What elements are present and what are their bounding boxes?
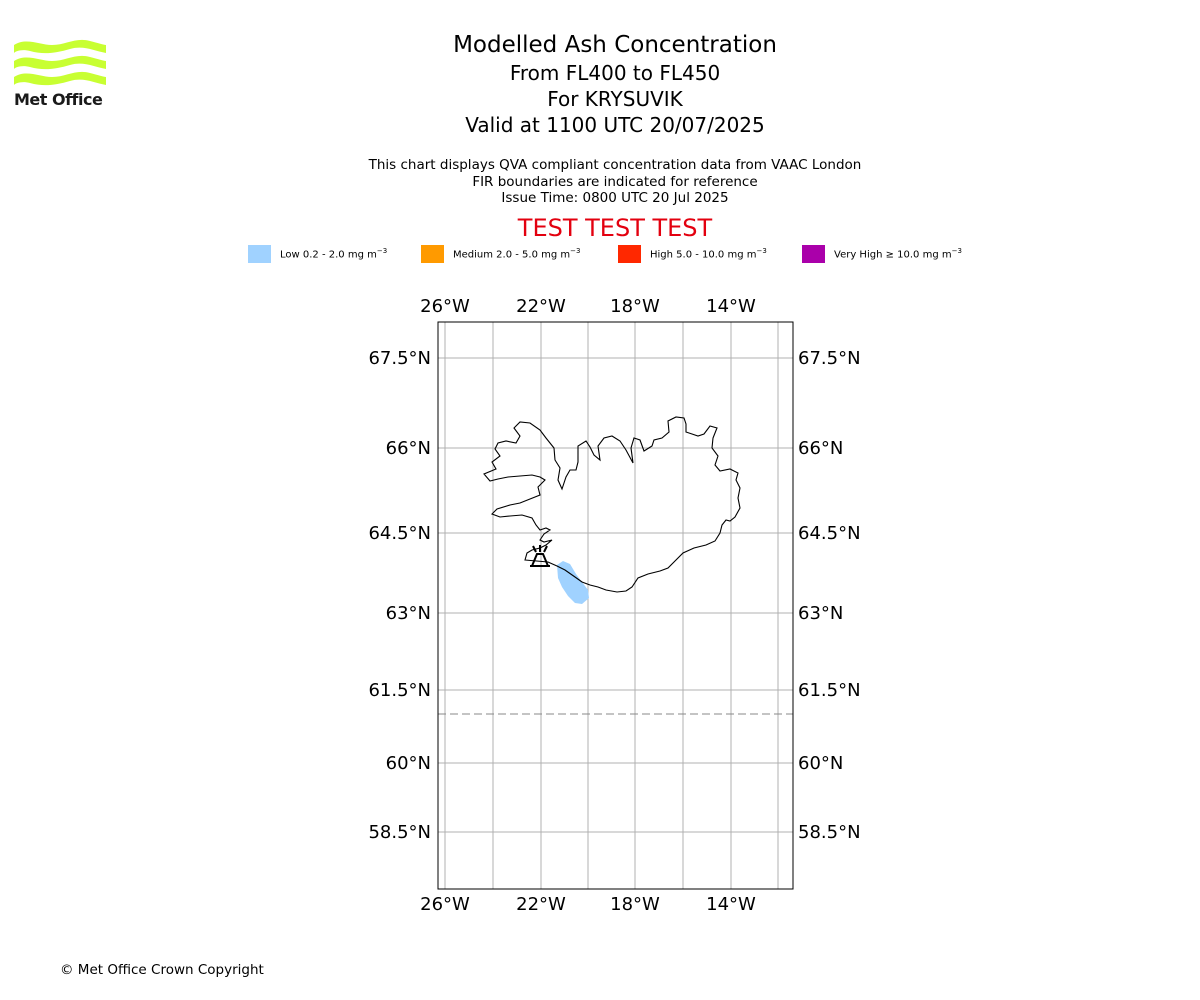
qva-note: This chart displays QVA compliant concen… [368,157,862,173]
lat-label-right-3: 64.5°N [798,523,861,544]
flight-level-range: From FL400 to FL450 [509,61,721,85]
legend-unit-low: −3 [376,247,388,256]
chart-title-block: Modelled Ash Concentration From FL400 to… [0,30,1200,138]
lat-label-left-4: 63°N [386,603,431,624]
valid-time: Valid at 1100 UTC 20/07/2025 [465,113,765,137]
legend-item-very-high: Very High ≥ 10.0 mg m−3 [802,244,962,264]
test-banner: TEST TEST TEST [517,214,713,242]
legend-item-medium: Medium 2.0 - 5.0 mg m−3 [421,244,580,264]
lat-label-right-5: 61.5°N [798,680,861,701]
legend-swatch-very-high [802,245,825,263]
lon-label-top-1: 26°W [420,296,470,317]
axis-labels: 26°W 22°W 18°W 14°W 26°W 22°W 18°W 14°W … [368,296,860,915]
legend-label-very-high: Very High ≥ 10.0 mg m [834,249,952,261]
lon-label-bottom-2: 22°W [516,894,566,915]
iceland-coastline [483,416,741,593]
volcano-icon [530,545,550,567]
legend-unit-high: −3 [756,247,767,256]
lat-label-left-5: 61.5°N [368,680,431,701]
lon-label-bottom-1: 26°W [420,894,470,915]
chart-subtitle-block: This chart displays QVA compliant concen… [0,157,1200,207]
legend-unit-medium: −3 [570,247,581,256]
legend-label-medium: Medium 2.0 - 5.0 mg m [453,249,571,261]
lat-label-right-1: 67.5°N [798,348,861,369]
met-office-wordmark: Met Office [14,90,103,109]
lon-label-top-2: 22°W [516,296,566,317]
legend-swatch-medium [421,245,444,263]
issue-time: Issue Time: 0800 UTC 20 Jul 2025 [501,190,729,206]
legend-swatch-low [248,245,271,263]
lat-label-left-7: 58.5°N [368,822,431,843]
lat-label-right-6: 60°N [798,753,843,774]
legend-label-high: High 5.0 - 10.0 mg m [650,249,757,261]
legend-item-low: Low 0.2 - 2.0 mg m−3 [248,244,387,264]
gridlines [438,322,793,889]
lat-label-left-3: 64.5°N [368,523,431,544]
lat-label-left-6: 60°N [386,753,431,774]
lat-label-right-4: 63°N [798,603,843,624]
lon-label-top-4: 14°W [706,296,756,317]
lon-label-bottom-3: 18°W [610,894,660,915]
ash-area-low [557,561,589,604]
legend-item-high: High 5.0 - 10.0 mg m−3 [618,244,767,264]
lat-label-left-2: 66°N [386,438,431,459]
copyright-notice: © Met Office Crown Copyright [60,962,264,978]
volcano-name: For KRYSUVIK [547,87,683,111]
lat-label-right-2: 66°N [798,438,843,459]
lon-label-bottom-4: 14°W [706,894,756,915]
lat-label-right-7: 58.5°N [798,822,861,843]
lon-label-top-3: 18°W [610,296,660,317]
legend-unit-very-high: −3 [951,247,962,256]
map-frame [437,321,794,890]
chart-title: Modelled Ash Concentration [453,32,777,58]
lat-label-left-1: 67.5°N [368,348,431,369]
met-office-logo [14,39,106,86]
fir-note: FIR boundaries are indicated for referen… [472,173,758,190]
legend-label-low: Low 0.2 - 2.0 mg m [280,249,377,261]
legend-swatch-high [618,245,641,263]
